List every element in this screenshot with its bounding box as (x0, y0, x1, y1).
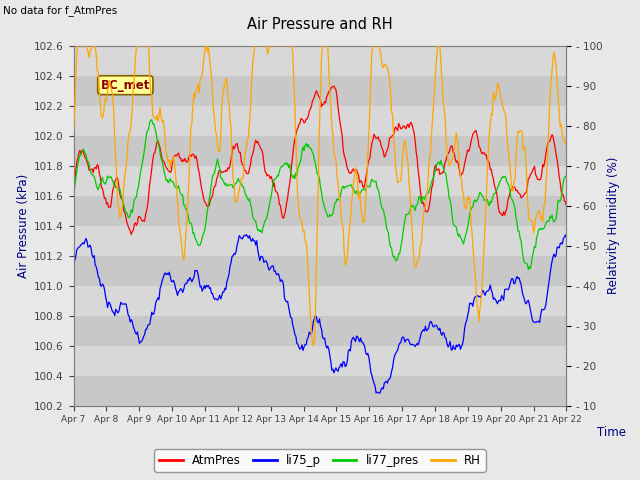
Bar (74, 136, 566, 166)
Text: Air Pressure and RH: Air Pressure and RH (247, 17, 393, 32)
Bar (74, 76, 566, 106)
Bar (74, 256, 566, 286)
Bar (74, 346, 566, 376)
Text: No data for f_AtmPres: No data for f_AtmPres (3, 5, 118, 16)
Bar (74, 376, 566, 406)
Bar (74, 46, 566, 76)
Bar (74, 226, 566, 256)
Bar (74, 196, 566, 226)
Bar (74, 316, 566, 346)
Legend: AtmPres, li75_p, li77_pres, RH: AtmPres, li75_p, li77_pres, RH (154, 449, 486, 472)
Bar (74, 106, 566, 136)
Text: BC_met: BC_met (100, 79, 150, 92)
X-axis label: Time: Time (596, 426, 625, 439)
Y-axis label: Relativity Humidity (%): Relativity Humidity (%) (607, 157, 620, 294)
Bar (74, 166, 566, 196)
Bar (74, 286, 566, 316)
Y-axis label: Air Pressure (kPa): Air Pressure (kPa) (17, 173, 30, 278)
